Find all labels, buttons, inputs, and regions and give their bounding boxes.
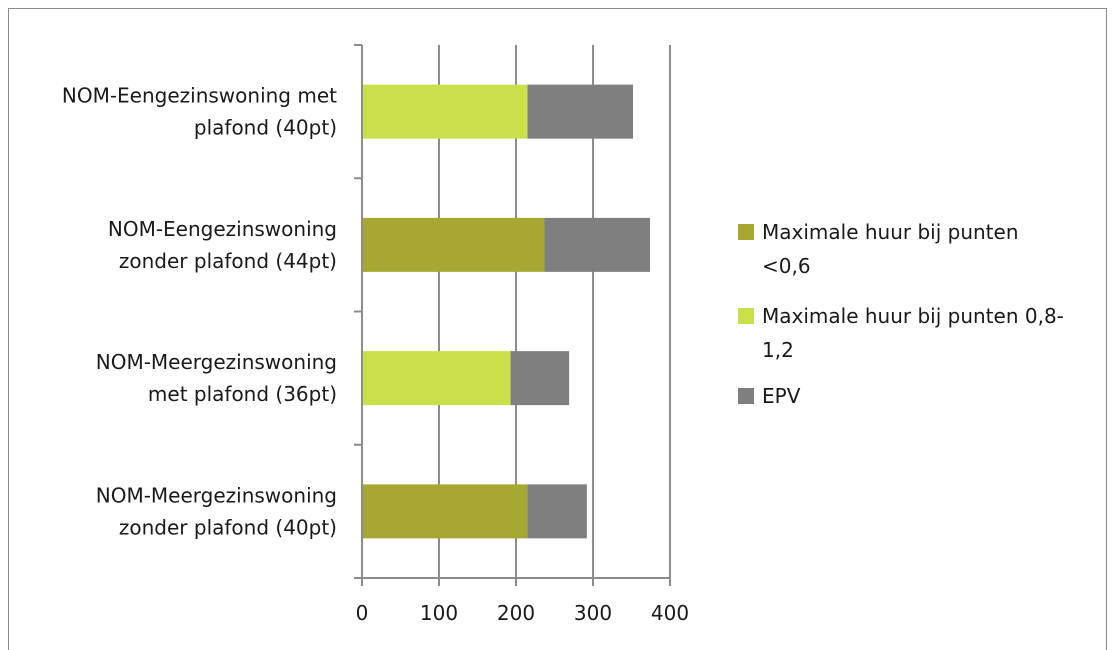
bar-cat0-series1 xyxy=(362,84,528,139)
bar-cat2-series2 xyxy=(510,351,570,406)
x-tick-label-300: 300 xyxy=(574,601,612,625)
bar-cat3-series2 xyxy=(527,484,587,539)
legend-swatch-1 xyxy=(738,308,754,324)
category-label: NOM-Meergezinswoning zonder plafond (40pt… xyxy=(96,483,337,539)
x-tick-label-200: 200 xyxy=(497,601,535,625)
legend-label-line: 1,2 xyxy=(762,338,794,362)
category-label-line: zonder plafond (44pt) xyxy=(119,249,337,273)
legend-label-0: Maximale huur bij punten <0,6 xyxy=(762,220,1019,278)
axes xyxy=(354,44,671,586)
bar-cat1-series2 xyxy=(544,217,650,272)
category-label-line: NOM-Eengezinswoning met xyxy=(62,84,337,108)
legend-swatch-2 xyxy=(738,388,754,404)
legend-label-2: EPV xyxy=(762,384,801,408)
bars xyxy=(362,84,650,539)
category-label: NOM-Eengezinswoning zonder plafond (44pt) xyxy=(108,217,337,273)
legend-label-line: Maximale huur bij punten 0,8- xyxy=(762,304,1064,328)
legend-swatch-0 xyxy=(738,224,754,240)
category-label-line: NOM-Eengezinswoning xyxy=(108,217,337,241)
category-label: NOM-Eengezinswoning met plafond (40pt) xyxy=(62,84,337,140)
legend-label-line: Maximale huur bij punten xyxy=(762,220,1019,244)
legend-label-1: Maximale huur bij punten 0,8- 1,2 xyxy=(762,304,1064,362)
category-labels: NOM-Eengezinswoning met plafond (40pt)NOM… xyxy=(62,84,337,540)
category-label-line: met plafond (36pt) xyxy=(148,382,337,406)
bar-cat3-series0 xyxy=(362,484,528,539)
bar-cat0-series2 xyxy=(527,84,634,139)
legend-label-line: <0,6 xyxy=(762,254,811,278)
category-label-line: zonder plafond (40pt) xyxy=(119,515,337,539)
x-tick-label-400: 400 xyxy=(651,601,689,625)
category-label: NOM-Meergezinswoning met plafond (36pt) xyxy=(96,350,337,406)
chart-frame xyxy=(8,8,1107,650)
x-tick-label-0: 0 xyxy=(356,601,369,625)
bar-cat1-series0 xyxy=(362,217,545,272)
bar-cat2-series1 xyxy=(362,351,511,406)
legend-label-line: EPV xyxy=(762,384,801,408)
category-label-line: NOM-Meergezinswoning xyxy=(96,483,337,507)
x-tick-label-100: 100 xyxy=(420,601,458,625)
x-tick-labels: 0 100 200 300 400 xyxy=(356,601,689,625)
category-label-line: plafond (40pt) xyxy=(194,116,337,140)
category-label-line: NOM-Meergezinswoning xyxy=(96,350,337,374)
